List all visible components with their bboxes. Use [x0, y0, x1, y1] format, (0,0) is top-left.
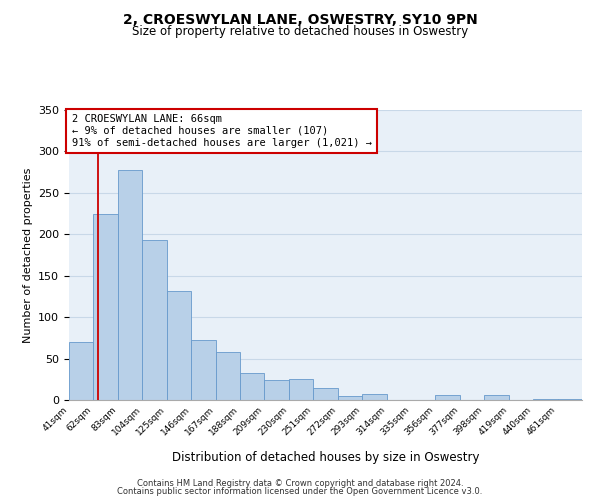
Bar: [167, 290, 191, 400]
Text: 2, CROESWYLAN LANE, OSWESTRY, SY10 9PN: 2, CROESWYLAN LANE, OSWESTRY, SY10 9PN: [122, 12, 478, 26]
Text: Size of property relative to detached houses in Oswestry: Size of property relative to detached ho…: [132, 25, 468, 38]
Bar: [313, 388, 338, 400]
Bar: [338, 396, 362, 400]
Bar: [191, 340, 215, 400]
Y-axis label: Number of detached properties: Number of detached properties: [23, 168, 32, 342]
Bar: [557, 399, 582, 400]
Bar: [215, 352, 240, 400]
Bar: [118, 170, 142, 400]
Bar: [94, 214, 118, 400]
Bar: [265, 380, 289, 400]
Bar: [533, 399, 557, 400]
X-axis label: Distribution of detached houses by size in Oswestry: Distribution of detached houses by size …: [172, 451, 479, 464]
Bar: [484, 395, 509, 400]
Bar: [436, 395, 460, 400]
Bar: [142, 240, 167, 400]
Bar: [240, 372, 265, 400]
Bar: [69, 342, 94, 400]
Text: 2 CROESWYLAN LANE: 66sqm
← 9% of detached houses are smaller (107)
91% of semi-d: 2 CROESWYLAN LANE: 66sqm ← 9% of detache…: [71, 114, 371, 148]
Text: Contains HM Land Registry data © Crown copyright and database right 2024.: Contains HM Land Registry data © Crown c…: [137, 478, 463, 488]
Bar: [289, 380, 313, 400]
Bar: [362, 394, 386, 400]
Text: Contains public sector information licensed under the Open Government Licence v3: Contains public sector information licen…: [118, 487, 482, 496]
